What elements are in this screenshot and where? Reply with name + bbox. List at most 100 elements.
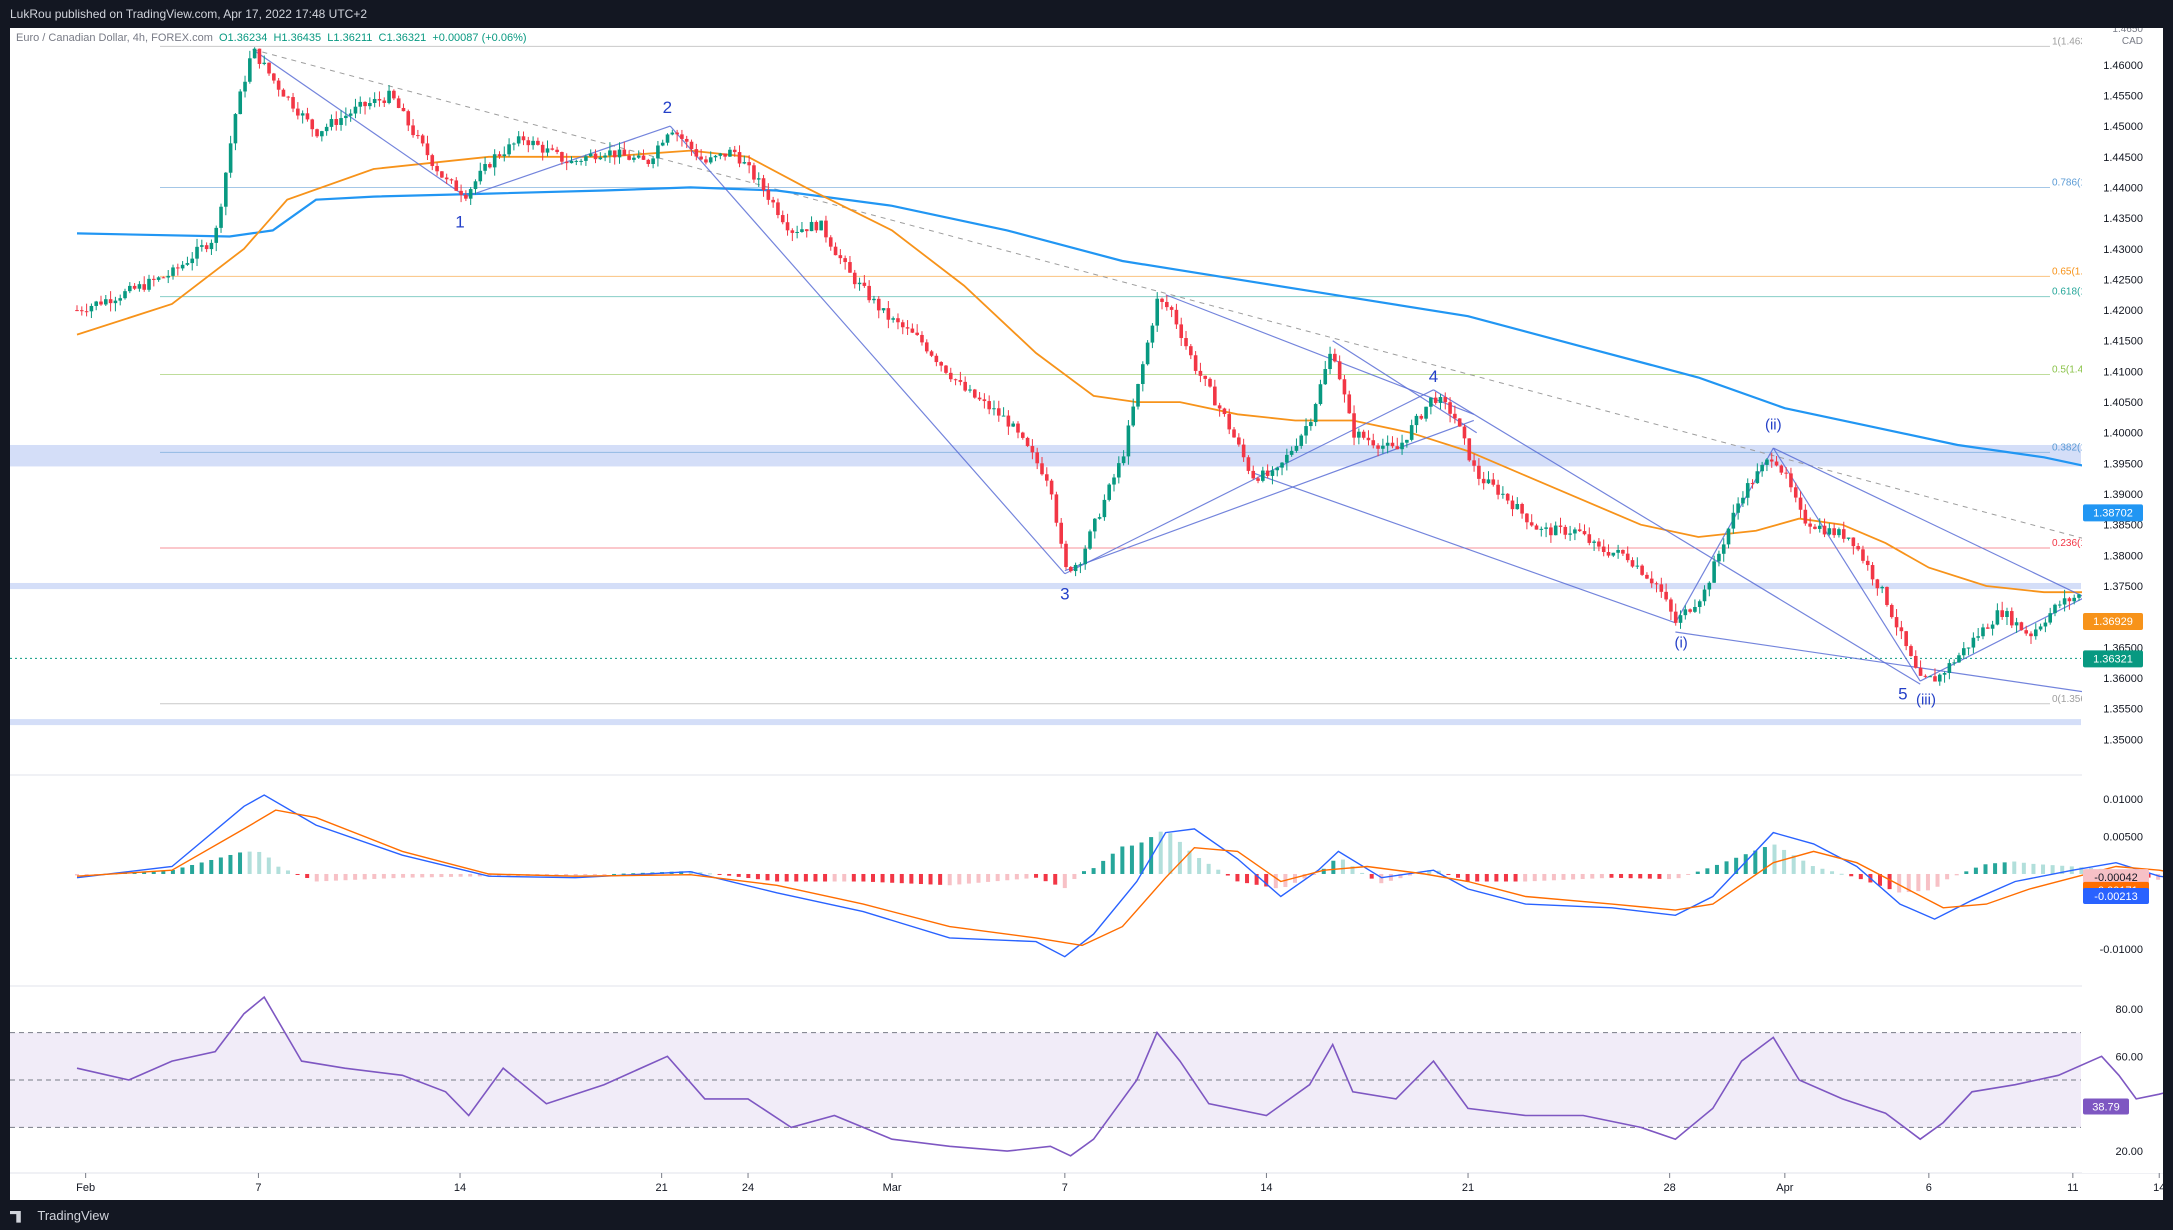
candle-body: [1208, 378, 1212, 387]
macd-histogram-bar: [909, 873, 914, 884]
candle-body: [833, 246, 838, 256]
wave-structure-line: [1772, 447, 1921, 682]
chart-svg[interactable]: 1(1.463 0.786(1 0.65(1.4 0.618(1 0.5(1.40 0.3…: [10, 24, 2173, 1200]
candle-body: [656, 145, 660, 159]
candle-body: [795, 231, 799, 233]
macd-histogram-bar: [1101, 860, 1106, 874]
publish-note: LukRou published on TradingView.com, Apr…: [10, 7, 368, 21]
candle-body: [1885, 586, 1889, 605]
macd-histogram-bar: [458, 873, 463, 877]
macd-histogram-bar: [1062, 873, 1067, 889]
candle-body: [1251, 470, 1256, 479]
candle-body: [1501, 493, 1505, 495]
macd-histogram-bar: [842, 873, 847, 882]
candle-body: [267, 62, 271, 74]
support-resistance-zone: [10, 582, 2081, 590]
fib-level-label: 0(1.356: [2052, 694, 2086, 705]
macd-histogram-bar: [1724, 861, 1729, 874]
candle-body: [939, 362, 943, 366]
chart-area[interactable]: 1(1.463 0.786(1 0.65(1.4 0.618(1 0.5(1.40 0.3…: [10, 24, 2173, 1200]
footer-brand[interactable]: TradingView: [37, 1208, 109, 1223]
candle-body: [1813, 526, 1817, 529]
macd-histogram-bar: [1753, 850, 1758, 874]
macd-histogram-bar: [1484, 873, 1489, 882]
macd-histogram-bar: [823, 873, 828, 882]
candle-body: [1448, 402, 1452, 414]
macd-histogram-bar: [410, 873, 415, 878]
candle-body: [680, 134, 684, 139]
candle-body: [1016, 423, 1020, 433]
candle-body: [1150, 325, 1155, 343]
candle-body: [1049, 480, 1054, 495]
price-tick-label: 1.41000: [2103, 366, 2143, 378]
candle-body: [1669, 599, 1673, 612]
macd-histogram-bar: [1264, 873, 1269, 887]
candle-body: [1496, 484, 1500, 495]
macd-histogram-bar: [554, 873, 559, 876]
candle-body: [675, 132, 679, 135]
macd-histogram-bar: [727, 873, 732, 876]
wave-label: (iii): [1916, 691, 1936, 708]
candle-body: [1861, 549, 1865, 561]
candle-body: [1342, 379, 1347, 395]
candle-body: [492, 154, 497, 168]
rsi-tick-label: 80.00: [2115, 1004, 2143, 1016]
candle-body: [651, 158, 655, 165]
macd-histogram-bar: [1993, 863, 1998, 874]
candle-body: [1112, 477, 1116, 485]
macd-histogram-bar: [1839, 873, 1844, 875]
macd-histogram-bar: [84, 873, 89, 875]
legend-low: L1.36211: [327, 32, 373, 44]
fib-level-label: 0.5(1.40: [2052, 364, 2089, 375]
candle-body: [272, 73, 276, 81]
macd-histogram-bar: [333, 873, 338, 881]
candle-body: [1851, 537, 1856, 547]
candle-body: [718, 153, 723, 156]
candle-body: [377, 98, 382, 101]
candle-body: [512, 143, 516, 145]
macd-histogram-bar: [612, 873, 617, 875]
candle-body: [372, 98, 377, 104]
candle-body: [1741, 497, 1745, 504]
candle-body: [291, 97, 295, 109]
candle-body: [1534, 525, 1539, 530]
wave-structure-line: [1433, 389, 1921, 685]
macd-histogram-bar: [2031, 863, 2036, 874]
candle-body: [1525, 513, 1529, 523]
candle-body: [449, 179, 454, 181]
candle-body: [473, 181, 478, 190]
price-tick-label: 1.42000: [2103, 305, 2143, 317]
macd-histogram-bar: [1590, 873, 1595, 879]
candle-body: [776, 202, 780, 216]
candle-body: [1793, 487, 1798, 498]
macd-histogram-bar: [1849, 873, 1854, 877]
macd-histogram-bar: [1714, 864, 1719, 874]
candle-body: [132, 285, 137, 289]
candle-body: [1745, 483, 1750, 498]
price-tick-label: 1.42500: [2103, 274, 2143, 286]
macd-histogram-bar: [1245, 873, 1250, 884]
candle-body: [1323, 369, 1328, 385]
candle-body: [934, 355, 939, 363]
candle-body: [1630, 560, 1635, 567]
macd-histogram-bar: [161, 870, 166, 874]
macd-histogram-bar: [1705, 868, 1710, 874]
candle-body: [723, 153, 727, 157]
macd-histogram-bar: [813, 873, 818, 882]
macd-histogram-bar: [1513, 873, 1518, 882]
candle-body: [1088, 531, 1092, 549]
macd-histogram-bar: [573, 873, 578, 876]
candle-body: [2014, 622, 2019, 626]
candle-body: [320, 131, 324, 137]
macd-histogram-bar: [429, 873, 434, 878]
candle-body: [1645, 574, 1649, 579]
candle-body: [1097, 517, 1102, 519]
price-axis-unit: CAD: [2122, 36, 2143, 47]
candle-body: [1803, 509, 1808, 524]
candle-body: [243, 81, 247, 92]
time-tick-label: Mar: [883, 1182, 902, 1194]
macd-histogram-bar: [1024, 873, 1029, 879]
candle-body: [1961, 648, 1966, 656]
macd-histogram-bar: [1149, 837, 1154, 874]
candle-body: [1491, 479, 1496, 485]
